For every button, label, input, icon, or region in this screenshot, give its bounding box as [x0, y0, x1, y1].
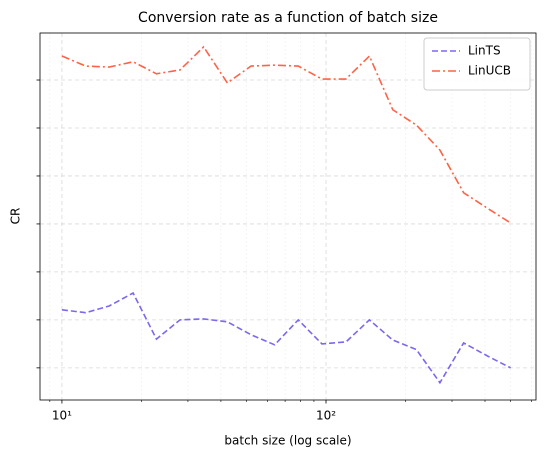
x-tick-label: 10² — [316, 409, 336, 423]
x-tick-label: 10¹ — [52, 409, 72, 423]
line-series — [61, 291, 511, 385]
line-series — [61, 45, 512, 224]
y-axis-label: CR — [9, 208, 23, 225]
chart-title: Conversion rate as a function of batch s… — [138, 10, 438, 26]
legend-label: LinTS — [468, 44, 501, 58]
legend-label: LinUCB — [468, 64, 511, 78]
x-axis-label: batch size (log scale) — [224, 434, 351, 448]
plot-frame — [39, 32, 537, 401]
